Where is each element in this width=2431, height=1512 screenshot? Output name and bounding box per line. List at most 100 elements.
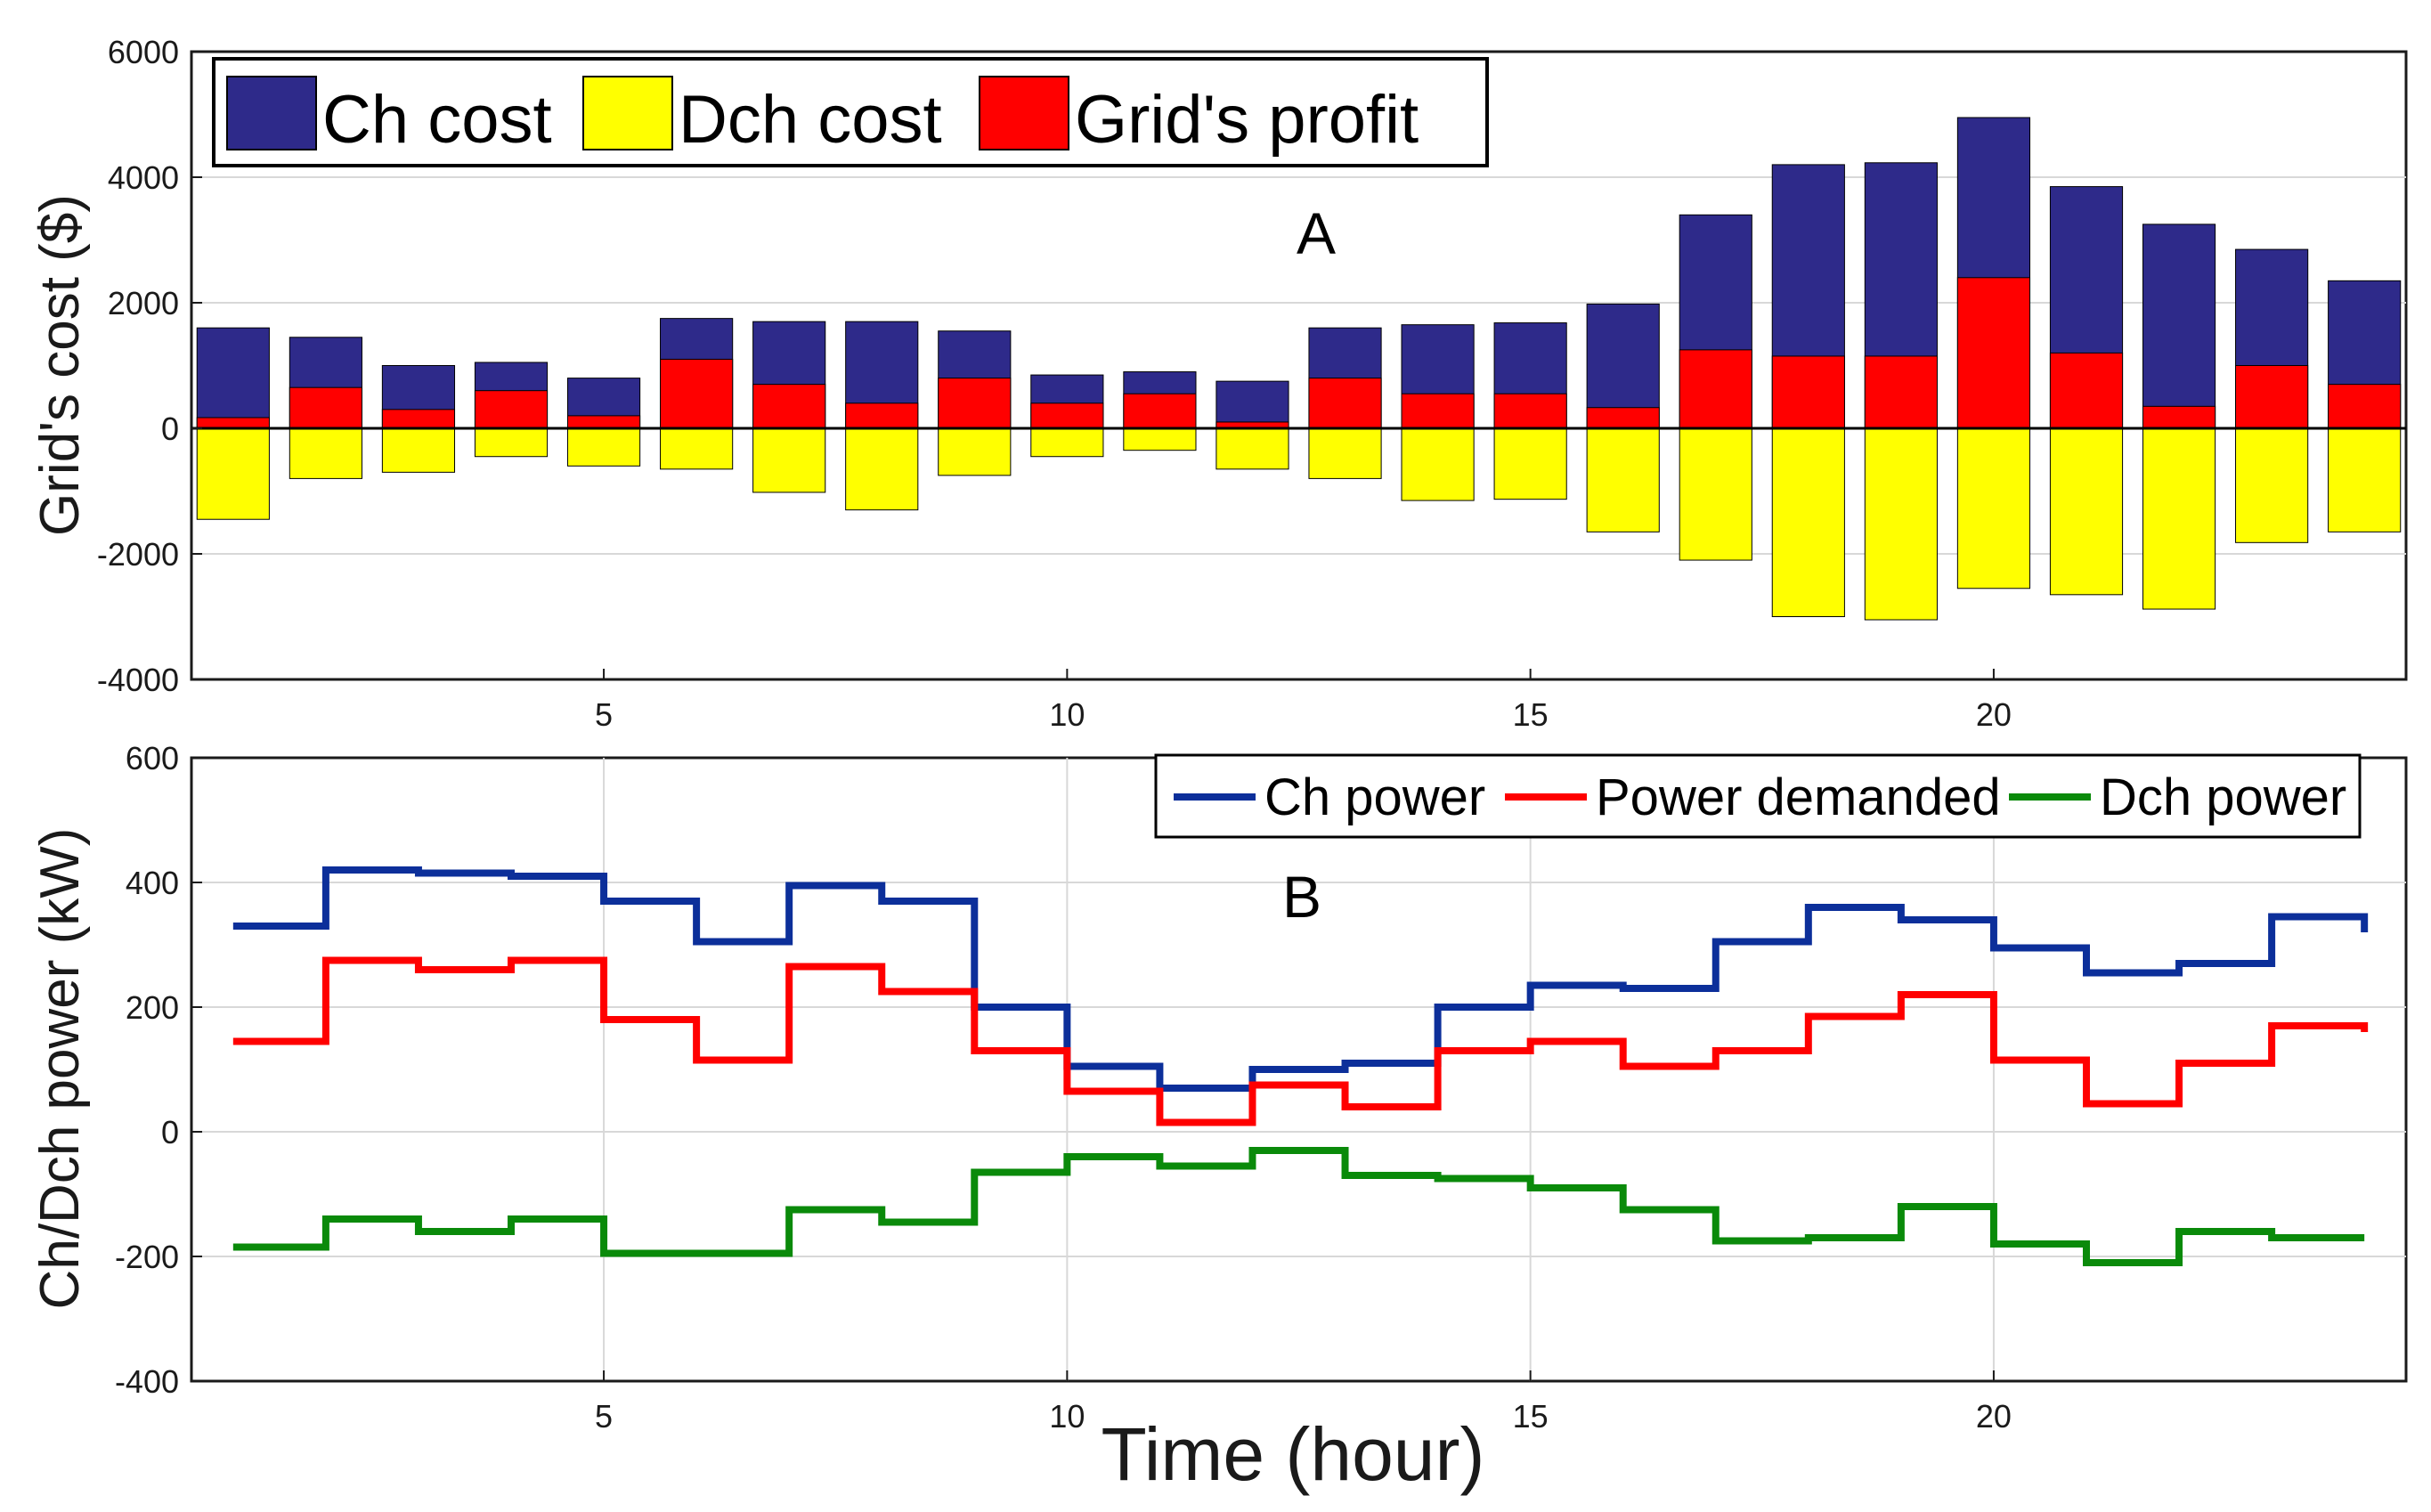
panel-a-x-tick-label: 20 [1976,696,2012,733]
bar-grid-s-profit [381,409,456,429]
panel-a-x-tick-label: 15 [1513,696,1549,733]
panel-b: 600 400 200 0 -200 -400 5 10 15 20 Ch/Dch power … [29,740,2408,1496]
panel-b-legend[interactable]: Ch power Power demanded Dch power [1154,753,2362,839]
legend-swatch-grids-profit [979,76,1069,150]
bar-grid-s-profit [1401,393,1475,429]
legend-label-grids-profit: Grid's profit [1075,82,1419,158]
bar-dch-cost [196,427,270,520]
panel-b-y-tick-label: 0 [161,1114,179,1150]
panel-a-y-tick-label: -4000 [97,662,179,698]
panel-b-label: B [1282,864,1321,930]
bar-dch-cost [566,427,641,467]
panel-b-x-tick-label: 15 [1513,1398,1549,1435]
line-power-demanded [232,956,2369,1126]
panel-a-y-tick-label: 2000 [108,285,179,321]
panel-b-x-tick-label: 10 [1049,1398,1085,1435]
panel-a: 6000 4000 2000 0 -2000 -4000 5 10 15 20 Grid's c… [29,34,2408,733]
bar-grid-s-profit [1308,378,1382,429]
panel-a-x-tick-label: 5 [595,696,613,733]
panel-a-label: A [1297,200,1336,266]
legend-swatch-ch-cost [226,76,317,150]
legend-label-ch-power: Ch power [1264,768,1485,826]
bar-dch-cost [2235,427,2309,543]
bar-grid-s-profit [289,386,362,429]
legend-label-power-demanded: Power demanded [1596,768,2001,826]
panel-a-legend-box [212,57,1489,167]
bar-ch-cost [1216,380,1289,429]
panel-b-x-tick-label: 5 [595,1398,613,1435]
line-dch-power [232,1147,2365,1266]
bar-dch-cost [2142,427,2216,610]
bar-dch-cost [2049,427,2124,596]
bar-dch-cost [381,427,456,473]
legend-label-ch-cost: Ch cost [322,82,552,158]
panel-a-bars [196,117,2402,621]
panel-b-lines [232,866,2369,1266]
bar-dch-cost [1956,427,2031,589]
bar-ch-cost [2142,224,2216,429]
bar-grid-s-profit [1123,393,1197,429]
panel-b-x-ticks: 5 10 15 20 [595,1370,2012,1435]
panel-a-x-tick-label: 10 [1049,696,1085,733]
panel-b-x-tick-label: 20 [1976,1398,2012,1435]
panel-b-y-tick-label: 200 [126,989,179,1026]
bar-grid-s-profit [2235,365,2309,429]
bar-dch-cost [938,427,1012,476]
bar-grid-s-profit [1679,349,1752,429]
bar-grid-s-profit [2049,352,2124,429]
bar-dch-cost [752,427,826,493]
panel-a-x-ticks: 5 10 15 20 [595,669,2012,733]
panel-b-y-tick-label: 400 [126,865,179,901]
panel-b-y-tick-label: -400 [115,1363,179,1400]
legend-label-dch-cost: Dch cost [679,82,942,158]
bar-dch-cost [660,427,734,470]
bar-dch-cost [1216,427,1289,470]
bar-ch-cost [196,327,270,429]
bar-grid-s-profit [196,417,270,429]
bar-dch-cost [845,427,919,511]
bar-grid-s-profit [2142,405,2216,429]
bar-grid-s-profit [474,390,549,429]
x-axis-label: Time (hour) [1102,1412,1485,1496]
panel-b-y-axis-label: Ch/Dch power (kW) [29,828,91,1310]
bar-grid-s-profit [1864,355,1938,429]
bar-dch-cost [474,427,549,458]
panel-b-y-tick-label: 600 [126,740,179,776]
bar-grid-s-profit [1956,277,2031,429]
bar-dch-cost [1123,427,1197,451]
bar-grid-s-profit [660,358,734,429]
bar-dch-cost [1401,427,1475,501]
bar-dch-cost [1308,427,1382,479]
panel-a-y-tick-label: -2000 [97,536,179,573]
panel-a-y-tick-label: 4000 [108,159,179,196]
bar-grid-s-profit [1586,407,1660,429]
panel-a-y-axis-label: Grid's cost ($) [29,194,91,536]
bar-dch-cost [289,427,362,479]
panel-b-y-ticks: 600 400 200 0 -200 -400 [115,740,202,1400]
panel-b-y-tick-label: -200 [115,1239,179,1275]
bar-grid-s-profit [566,415,641,429]
panel-a-y-tick-label: 6000 [108,34,179,70]
panel-b-legend-box [1154,753,2362,839]
bar-dch-cost [1679,427,1752,561]
bar-grid-s-profit [1771,355,1845,429]
line-ch-power [232,866,2369,1092]
legend-label-dch-power: Dch power [2100,768,2346,826]
bar-grid-s-profit [938,378,1012,429]
bar-dch-cost [2328,427,2402,532]
bar-grid-s-profit [2328,384,2402,429]
bar-dch-cost [1493,427,1567,500]
bar-dch-cost [1771,427,1845,617]
bar-dch-cost [1586,427,1660,532]
bar-grid-s-profit [1030,402,1104,429]
legend-swatch-dch-cost [582,76,673,150]
panel-a-legend[interactable]: Ch cost Dch cost Grid's profit [212,57,1489,167]
bar-grid-s-profit [752,384,826,429]
panel-a-y-ticks: 6000 4000 2000 0 -2000 -4000 [97,34,202,698]
bar-grid-s-profit [845,402,919,429]
bar-dch-cost [1030,427,1104,458]
bar-grid-s-profit [1493,393,1567,429]
panel-b-gridlines [191,758,2406,1381]
panel-a-y-tick-label: 0 [161,411,179,447]
